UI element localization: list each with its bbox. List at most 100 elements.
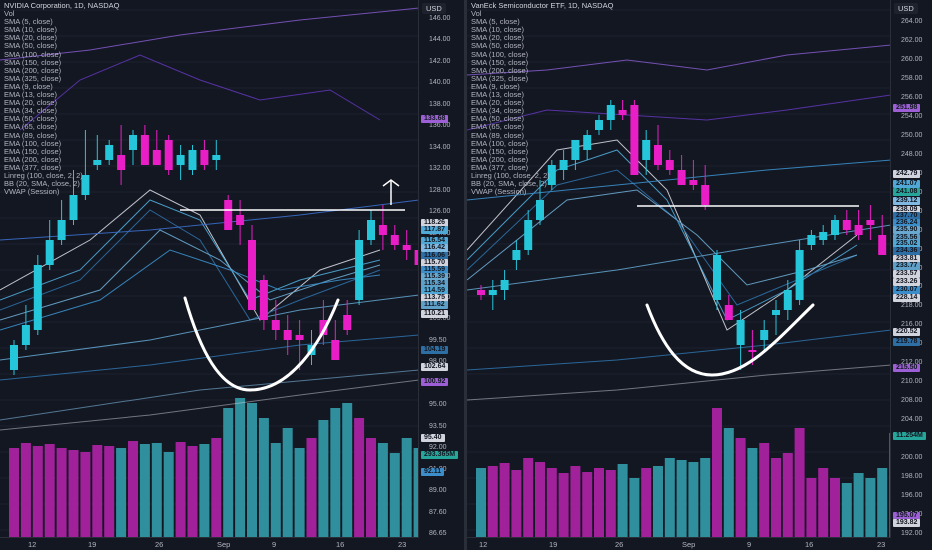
legend-item[interactable]: EMA (65, close): [4, 122, 57, 132]
candle-body: [367, 220, 375, 240]
candle-body: [45, 240, 54, 265]
legend-item[interactable]: EMA (9, close): [471, 81, 520, 91]
smh-indicator-legend: VanEck Semiconductor ETF, 1D, NASDAQ Vol S…: [471, 1, 614, 197]
legend-item[interactable]: EMA (34, close): [471, 106, 524, 116]
legend-item[interactable]: EMA (377, close): [4, 162, 62, 172]
legend-item[interactable]: EMA (65, close): [471, 122, 524, 132]
drawings: [637, 205, 859, 377]
legend-item[interactable]: Vol: [471, 9, 482, 19]
price-label: 193.82: [893, 519, 921, 527]
legend-item[interactable]: EMA (150, close): [471, 146, 529, 156]
legend-item[interactable]: EMA (50, close): [4, 114, 57, 124]
legend-item[interactable]: EMA (150, close): [4, 146, 62, 156]
nvda-chart-pane[interactable]: NVIDIA Corporation, 1D, NASDAQ Vol SMA (5,…: [0, 0, 464, 550]
nvda-time-axis[interactable]: 12 19 26 Sep 9 16 23: [0, 537, 419, 550]
legend-item[interactable]: EMA (34, close): [4, 106, 57, 116]
legend-item[interactable]: EMA (89, close): [471, 130, 524, 140]
volume-bar: [676, 460, 687, 538]
price-tick: 142.00: [429, 57, 451, 65]
legend-item[interactable]: EMA (50, close): [471, 114, 524, 124]
volume-bar: [44, 444, 55, 538]
price-tick: 126.00: [429, 208, 451, 216]
candle-body: [129, 135, 137, 150]
price-tick: 99.50: [429, 336, 447, 344]
candle-body: [630, 105, 639, 175]
legend-item[interactable]: EMA (20, close): [4, 98, 57, 108]
legend-item[interactable]: EMA (100, close): [471, 138, 529, 148]
legend-item[interactable]: SMA (150, close): [471, 57, 529, 67]
candle-body: [390, 235, 399, 245]
candle-body: [152, 150, 161, 165]
legend-item[interactable]: VWAP (Session): [4, 187, 60, 197]
volume-bar: [841, 483, 852, 538]
volume-bar: [664, 458, 675, 538]
price-tick: 192.00: [901, 530, 923, 537]
legend-item[interactable]: EMA (200, close): [4, 154, 62, 164]
volume-bar: [92, 445, 103, 538]
legend-item[interactable]: SMA (5, close): [471, 17, 520, 27]
legend-item[interactable]: EMA (13, close): [4, 90, 57, 100]
legend-item[interactable]: BB (20, SMA, close, 2): [471, 179, 547, 189]
price-label: 238.09: [893, 206, 921, 214]
legend-item[interactable]: SMA (100, close): [4, 49, 62, 59]
time-label: 12: [479, 540, 488, 549]
symbol-title[interactable]: VanEck Semiconductor ETF, 1D, NASDAQ: [471, 1, 614, 10]
volume-bar: [306, 438, 317, 538]
nvda-price-axis[interactable]: USD 146.00 144.00 142.00 140.00 138.00 136.00…: [418, 0, 464, 550]
legend-item[interactable]: BB (20, SMA, close, 2): [4, 179, 80, 189]
price-label: 113.75: [421, 294, 449, 302]
legend-item[interactable]: SMA (200, close): [4, 65, 62, 75]
legend-item[interactable]: SMA (325, close): [4, 73, 62, 83]
legend-item[interactable]: Linreg (100, close, 2, 2): [4, 170, 83, 180]
symbol-title[interactable]: NVIDIA Corporation, 1D, NASDAQ: [4, 1, 120, 10]
legend-item[interactable]: SMA (20, close): [471, 33, 524, 43]
legend-item[interactable]: EMA (20, close): [471, 98, 524, 108]
volume-bar: [546, 468, 557, 538]
volume-bar: [116, 448, 127, 538]
legend-item[interactable]: Linreg (100, close, 2, 2): [471, 170, 550, 180]
legend-item[interactable]: SMA (200, close): [471, 65, 529, 75]
legend-item[interactable]: VWAP (Session): [471, 187, 527, 197]
legend-item[interactable]: EMA (13, close): [471, 90, 524, 100]
candle-body: [783, 290, 792, 310]
smh-price-axis[interactable]: USD 264.00 262.00 260.00 258.00 256.00 254.00…: [890, 0, 932, 550]
volume-bar: [104, 446, 115, 538]
legend-item[interactable]: SMA (100, close): [471, 49, 529, 59]
legend-item[interactable]: EMA (100, close): [4, 138, 62, 148]
time-label: 16: [336, 540, 345, 549]
legend-item[interactable]: Vol: [4, 9, 15, 19]
legend-item[interactable]: SMA (5, close): [4, 17, 53, 27]
legend-item[interactable]: SMA (50, close): [4, 41, 57, 51]
pane-divider[interactable]: [464, 0, 467, 550]
legend-item[interactable]: SMA (10, close): [4, 25, 57, 35]
legend-item[interactable]: EMA (89, close): [4, 130, 57, 140]
candle-body: [414, 250, 419, 265]
volume-bar: [865, 478, 876, 538]
legend-item[interactable]: EMA (200, close): [471, 154, 529, 164]
time-label: 19: [549, 540, 558, 549]
price-tick: 93.50: [429, 422, 447, 430]
volume-bar: [401, 438, 412, 538]
smh-time-axis[interactable]: 12 19 26 Sep 9 16 23: [467, 537, 891, 550]
legend-item[interactable]: EMA (9, close): [4, 81, 53, 91]
candle-body: [378, 225, 387, 235]
volume-bar: [20, 443, 31, 538]
legend-item[interactable]: SMA (325, close): [471, 73, 529, 83]
time-label: 26: [155, 540, 164, 549]
volume-bar: [747, 448, 758, 538]
volume-bar: [139, 444, 150, 538]
legend-item[interactable]: SMA (150, close): [4, 57, 62, 67]
candle-body: [713, 255, 721, 300]
nvda-price-plot[interactable]: [0, 0, 419, 538]
volume-bar: [688, 462, 699, 538]
volume-bar: [806, 478, 817, 538]
moving-averages: [0, 7, 419, 431]
legend-item[interactable]: SMA (20, close): [4, 33, 57, 43]
legend-item[interactable]: EMA (377, close): [471, 162, 529, 172]
smh-price-plot[interactable]: [467, 0, 891, 538]
smh-chart-pane[interactable]: VanEck Semiconductor ETF, 1D, NASDAQ Vol S…: [467, 0, 932, 550]
legend-item[interactable]: SMA (50, close): [471, 41, 524, 51]
volume-bar: [641, 468, 652, 538]
price-tick: 260.00: [901, 55, 923, 63]
legend-item[interactable]: SMA (10, close): [471, 25, 524, 35]
